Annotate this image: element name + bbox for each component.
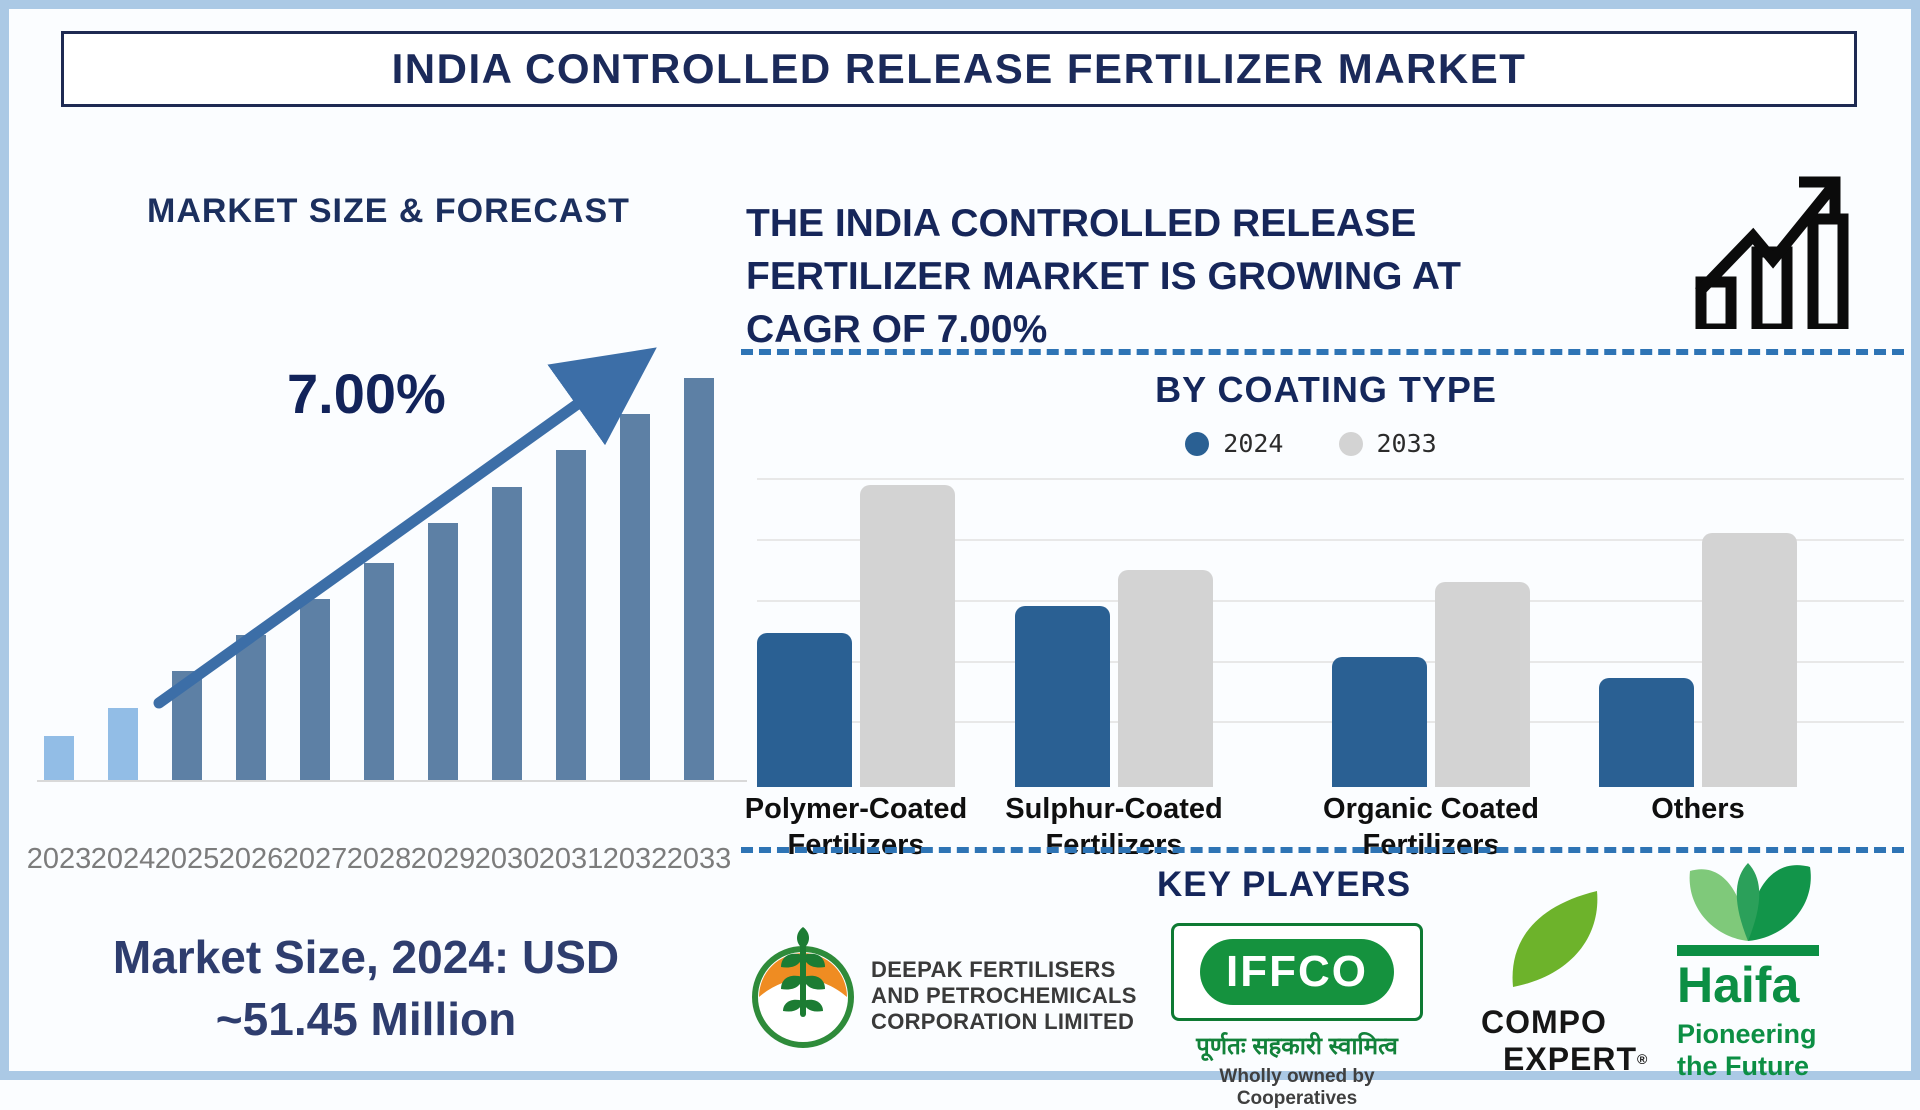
- forecast-bar-2033: [684, 378, 714, 780]
- registered-mark: ®: [1637, 1051, 1649, 1067]
- coating-chart-title: BY COATING TYPE: [1155, 369, 1497, 410]
- forecast-bar-2028: [364, 563, 394, 780]
- cagr-annotation: 7.00%: [287, 362, 446, 425]
- coating-category-label: Organic Coated Fertilizers: [1323, 793, 1539, 861]
- year-label-2026: 2026: [218, 843, 284, 875]
- market-size-callout: Market Size, 2024: USD ~51.45 Million: [31, 926, 701, 1050]
- cagr-statement-line2: FERTILIZER MARKET IS GROWING AT: [746, 255, 1461, 298]
- coating-type-chart: Polymer-Coated Fertilizers Sulphur-Coated F…: [745, 461, 1904, 861]
- divider-dashed-top: [741, 349, 1904, 355]
- deepak-name-line3: CORPORATION LIMITED: [871, 1009, 1135, 1034]
- gridline: [757, 539, 1904, 541]
- compo-line1: COMPO: [1481, 1004, 1607, 1040]
- coating-bar-2024: [1599, 678, 1694, 787]
- forecast-bar-2023: [44, 736, 74, 780]
- haifa-underline: [1677, 945, 1819, 956]
- coating-group-3: Others: [1599, 461, 1797, 825]
- compo-wordmark: COMPO EXPERT®: [1481, 1004, 1681, 1078]
- year-label-2027: 2027: [282, 843, 348, 875]
- year-label-2023: 2023: [26, 843, 92, 875]
- coating-bar-2024: [757, 633, 852, 787]
- forecast-year-axis: 2023 2024 2025 2026 2027 2028 2029 2030 2031 2032…: [27, 843, 747, 883]
- legend-item-2033: 2033: [1338, 429, 1437, 458]
- gridline: [757, 661, 1904, 663]
- coating-group-0: Polymer-Coated Fertilizers: [745, 461, 967, 861]
- legend-dot-2033: [1338, 431, 1363, 456]
- year-label-2033: 2033: [666, 843, 732, 875]
- year-label-2032: 2032: [602, 843, 668, 875]
- legend-item-2024: 2024: [1185, 429, 1284, 458]
- trend-arrow-icon: [153, 347, 657, 709]
- coating-group-1: Sulphur-Coated Fertilizers: [1005, 461, 1223, 861]
- haifa-leaves-icon: [1689, 863, 1811, 941]
- logo-compo-expert: COMPO EXPERT®: [1481, 887, 1681, 1078]
- legend-dot-2024: [1185, 431, 1210, 456]
- logo-iffco: IFFCO पूर्णतः सहकारी स्वामित्व Wholly ow…: [1171, 923, 1423, 1110]
- year-label-2030: 2030: [474, 843, 540, 875]
- iffco-wordmark: IFFCO: [1226, 947, 1368, 996]
- legend-label-2033: 2033: [1376, 429, 1437, 458]
- deepak-name-line1: DEEPAK FERTILISERS: [871, 957, 1116, 982]
- cagr-statement: THE INDIA CONTROLLED RELEASE FERTILIZER …: [746, 197, 1506, 356]
- compo-leaf-icon: [1512, 891, 1598, 987]
- title-bar: INDIA CONTROLLED RELEASE FERTILIZER MARK…: [61, 31, 1857, 107]
- coating-bar-2033: [1702, 533, 1797, 787]
- coating-group-2: Organic Coated Fertilizers: [1323, 461, 1539, 861]
- x-axis-baseline: [37, 780, 747, 782]
- forecast-bar-2029: [428, 523, 458, 780]
- coating-bar-2024: [1332, 657, 1427, 787]
- gridline: [757, 721, 1904, 723]
- coating-bar-2033: [860, 485, 955, 787]
- iffco-tagline: Wholly owned by Cooperatives: [1219, 1066, 1375, 1109]
- deepak-name-line2: AND PETROCHEMICALS: [871, 983, 1137, 1008]
- market-size-forecast-heading: MARKET SIZE & FORECAST: [147, 192, 630, 230]
- forecast-bar-2030: [492, 487, 522, 780]
- year-label-2029: 2029: [410, 843, 476, 875]
- deepak-name: DEEPAK FERTILISERS AND PETROCHEMICALS CO…: [871, 925, 1137, 1035]
- year-label-2031: 2031: [538, 843, 604, 875]
- forecast-bar-2031: [556, 450, 586, 780]
- gridline: [757, 600, 1904, 602]
- year-label-2025: 2025: [154, 843, 220, 875]
- logo-deepak-fertilisers: DEEPAK FERTILISERS AND PETROCHEMICALS CO…: [751, 925, 1137, 1050]
- cagr-statement-line3: CAGR OF 7.00%: [746, 308, 1048, 351]
- page-title: INDIA CONTROLLED RELEASE FERTILIZER MARK…: [391, 45, 1527, 92]
- divider-dashed-bottom: [741, 847, 1904, 853]
- market-size-line2: ~51.45 Million: [215, 993, 517, 1045]
- coating-bar-2033: [1118, 570, 1213, 787]
- coating-category-label: Others: [1651, 793, 1745, 825]
- iffco-badge: IFFCO: [1171, 923, 1423, 1021]
- legend-label-2024: 2024: [1223, 429, 1284, 458]
- forecast-bar-2026: [236, 635, 266, 780]
- coating-category-label: Polymer-Coated Fertilizers: [744, 793, 968, 861]
- iffco-hindi-tagline: पूर्णतः सहकारी स्वामित्व: [1196, 1033, 1398, 1060]
- haifa-wordmark: Haifa: [1677, 957, 1800, 1013]
- market-size-forecast-chart: [37, 345, 747, 782]
- year-label-2024: 2024: [90, 843, 156, 875]
- forecast-bar-2024: [108, 708, 138, 780]
- cagr-statement-line1: THE INDIA CONTROLLED RELEASE: [746, 202, 1417, 245]
- haifa-tagline: Pioneering the Future: [1677, 1019, 1817, 1081]
- iffco-pill: IFFCO: [1200, 939, 1394, 1005]
- forecast-bar-2032: [620, 414, 650, 780]
- gridline: [757, 478, 1904, 480]
- coating-bar-2033: [1435, 582, 1530, 787]
- deepak-wheat-icon: [752, 927, 854, 1048]
- compo-line2: EXPERT®: [1503, 1041, 1649, 1077]
- coating-category-label: Sulphur-Coated Fertilizers: [1005, 793, 1223, 861]
- year-label-2028: 2028: [346, 843, 412, 875]
- logo-haifa: Haifa Pioneering the Future: [1677, 849, 1837, 1082]
- key-players-heading: KEY PLAYERS: [1157, 865, 1412, 904]
- forecast-bar-2027: [300, 599, 330, 780]
- coating-chart-legend: 2024 2033: [901, 429, 1721, 458]
- coating-bar-2024: [1015, 606, 1110, 787]
- growth-chart-icon: [1695, 176, 1849, 329]
- market-size-line1: Market Size, 2024: USD: [112, 931, 620, 983]
